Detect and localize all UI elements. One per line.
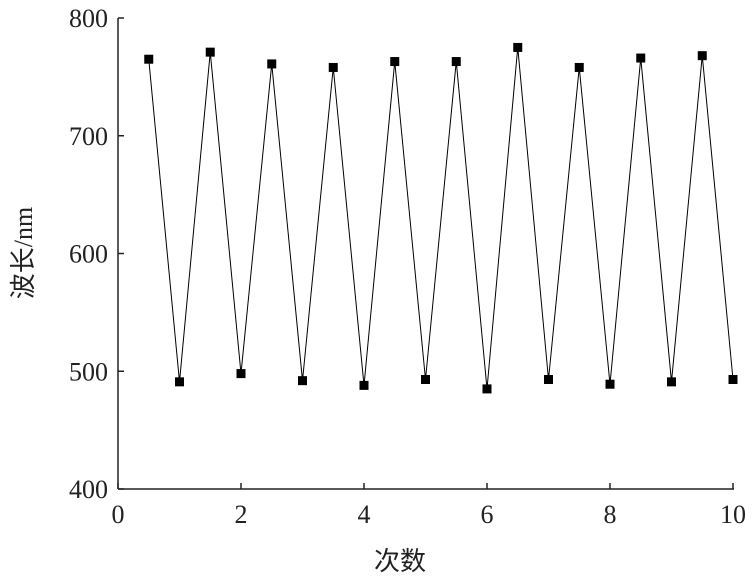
y-tick-label: 800 [69, 4, 108, 33]
marker [667, 377, 676, 387]
x-tick-label: 8 [604, 500, 617, 529]
x-axis-label: 次数 [374, 547, 426, 576]
marker [390, 57, 400, 67]
marker [205, 47, 215, 57]
marker [451, 57, 461, 67]
x-tick-label: 4 [358, 500, 371, 529]
marker [636, 53, 646, 63]
marker [697, 51, 707, 61]
y-tick-label: 700 [69, 122, 108, 151]
y-tick-label: 600 [69, 240, 108, 269]
marker [144, 54, 154, 64]
marker [298, 376, 307, 386]
x-tick-label: 10 [720, 500, 746, 529]
marker [605, 379, 615, 389]
marker [359, 380, 369, 390]
marker [574, 62, 584, 72]
marker [421, 374, 430, 384]
marker [513, 42, 523, 52]
marker [267, 59, 277, 69]
data-line [148, 47, 734, 389]
y-tick-label: 500 [69, 357, 108, 386]
marker [175, 377, 184, 387]
y-tick-label: 400 [69, 475, 108, 504]
marker [544, 374, 553, 384]
marker [482, 384, 492, 394]
marker [728, 374, 738, 384]
x-tick-label: 0 [112, 500, 125, 529]
marker [236, 369, 246, 379]
x-tick-label: 2 [235, 500, 248, 529]
y-axis-label: 波长/nm [9, 207, 38, 299]
x-tick-label: 6 [481, 500, 494, 529]
marker [328, 62, 338, 72]
